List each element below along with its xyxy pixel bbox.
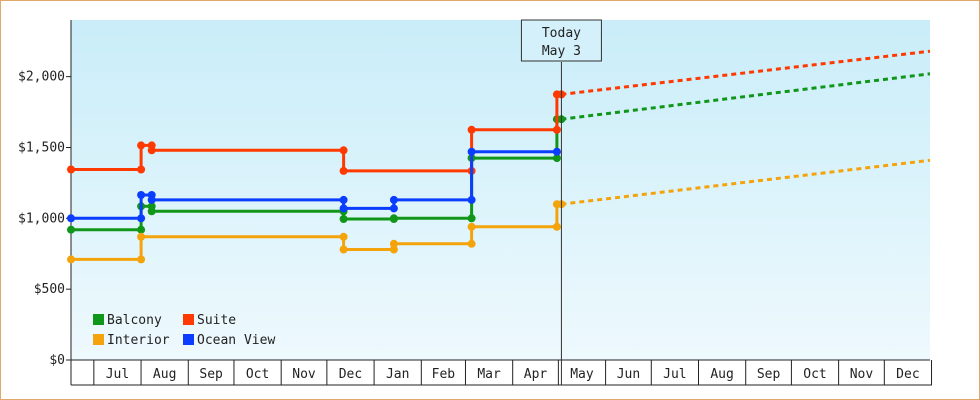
series-ocean-view: [67, 147, 561, 223]
data-point: [339, 232, 348, 241]
data-point: [389, 204, 398, 213]
data-point: [339, 215, 348, 223]
x-tick-label: Sep: [199, 367, 223, 382]
data-point: [552, 154, 561, 163]
data-point: [137, 191, 146, 199]
series-suite: [67, 49, 931, 175]
data-point: [67, 225, 75, 234]
data-point: [552, 222, 561, 231]
y-tick-label: $1,500: [18, 141, 65, 156]
data-point: [339, 166, 348, 175]
data-point: [467, 125, 476, 134]
data-point: [339, 146, 348, 155]
x-tick-label: Dec: [339, 367, 362, 382]
x-tick-label: Jan: [386, 367, 409, 382]
today-box: [520, 19, 602, 62]
data-point: [339, 195, 348, 204]
data-point: [147, 195, 156, 204]
y-tick-label: $0: [49, 353, 65, 368]
axes-layer: $0 $500 $1,000 $1,500 $2,000 Jul Aug Sep Oct Nov D…: [18, 20, 933, 386]
legend-swatch: [183, 314, 194, 325]
today-label: Today: [542, 26, 581, 41]
data-point: [137, 165, 146, 174]
x-tick-label: Aug: [153, 367, 176, 382]
data-point: [389, 195, 398, 204]
data-point: [552, 125, 561, 134]
x-tick-label: Dec: [896, 367, 919, 382]
x-tick-label: Oct: [803, 367, 826, 382]
y-tick-label: $2,000: [18, 70, 65, 85]
x-tick-label: Feb: [432, 367, 456, 382]
y-tick-label: $500: [34, 282, 65, 297]
data-point: [137, 225, 146, 234]
data-point: [552, 147, 561, 156]
today-date: May 3: [542, 44, 581, 59]
data-point: [147, 146, 156, 155]
data-point: [67, 165, 75, 174]
series-layer: [67, 49, 931, 264]
legend-label: Balcony: [107, 313, 162, 328]
x-tick-label: May: [570, 367, 594, 382]
forecast-line: [561, 72, 931, 121]
x-tick-label: Sep: [757, 367, 781, 382]
legend-swatch: [93, 334, 104, 345]
legend-label: Ocean View: [197, 333, 275, 348]
data-point: [339, 204, 348, 213]
series-line: [71, 92, 562, 173]
data-point: [147, 207, 156, 216]
legend-swatch: [183, 334, 194, 345]
data-point: [137, 255, 146, 264]
x-tick-label: Jul: [663, 367, 686, 382]
data-point: [67, 214, 75, 223]
data-point: [467, 239, 476, 248]
legend-swatch: [93, 314, 104, 325]
x-tick-label: Apr: [524, 367, 548, 382]
x-tick-label: Aug: [710, 367, 733, 382]
data-point: [67, 255, 75, 264]
data-point: [467, 222, 476, 231]
data-point: [339, 245, 348, 254]
data-point: [389, 214, 398, 223]
legend-label: Interior: [107, 333, 170, 348]
legend: Balcony Suite Interior Ocean View: [93, 313, 275, 348]
data-point: [137, 232, 146, 241]
forecast-line: [561, 158, 931, 206]
data-point: [137, 214, 146, 223]
legend-label: Suite: [197, 313, 236, 328]
x-tick-label: Jun: [617, 367, 640, 382]
data-point: [467, 147, 476, 156]
series-interior: [67, 158, 931, 264]
x-tick-label: Nov: [292, 367, 316, 382]
x-tick-label: Mar: [477, 367, 501, 382]
data-point: [137, 141, 146, 150]
y-tick-label: $1,000: [18, 211, 65, 226]
data-point: [389, 245, 398, 254]
x-tick-label: Nov: [850, 367, 874, 382]
plot-area: [71, 20, 930, 360]
x-tick-label: Jul: [106, 367, 129, 382]
today-marker: Today May 3: [520, 19, 602, 385]
data-point: [389, 239, 398, 248]
data-point: [467, 214, 476, 223]
data-point: [467, 195, 476, 204]
forecast-line: [561, 49, 931, 96]
x-tick-label: Oct: [246, 367, 269, 382]
